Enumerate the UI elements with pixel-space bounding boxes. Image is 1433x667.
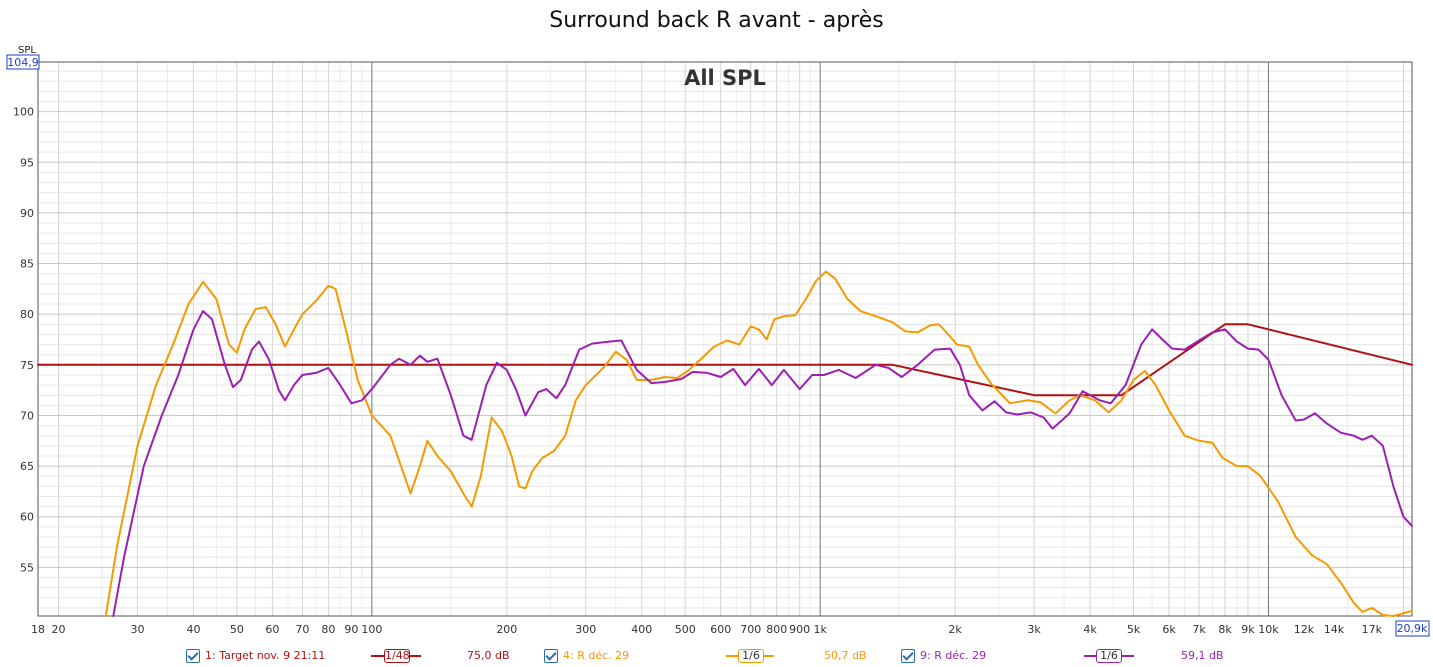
x-tick-label: 8k (1218, 623, 1232, 636)
x-tick-label: 40 (186, 623, 200, 636)
x-tick-label: 300 (575, 623, 596, 636)
x-tick-label: 9k (1241, 623, 1255, 636)
series-4-checkbox[interactable] (544, 649, 558, 663)
y-axis-label: SPL (18, 45, 36, 56)
x-tick-label: 900 (789, 623, 810, 636)
series-lines (37, 270, 1413, 617)
smoothing-label: 1/6 (1100, 649, 1118, 662)
x-tick-label: 200 (496, 623, 517, 636)
legend-label: 4: R déc. 29 (563, 649, 630, 662)
chart-title: Surround back R avant - après (549, 8, 884, 33)
x-tick-label: 5k (1127, 623, 1141, 636)
x-tick-label: 20 (52, 623, 66, 636)
x-tick-label: 14k (1324, 623, 1345, 636)
series-1-smoothing-button[interactable]: 1/48 (384, 649, 410, 663)
x-tick-label: 3k (1027, 623, 1041, 636)
y-tick-label: 80 (20, 308, 34, 321)
x-right-readout[interactable]: 20,9k (1395, 620, 1430, 637)
series-9-checkbox[interactable] (901, 649, 915, 663)
x-tick-label: 17k (1362, 623, 1383, 636)
y-tick-label: 65 (20, 460, 34, 473)
y-tick-label: 90 (20, 207, 34, 220)
smoothing-label: 1/48 (385, 649, 410, 662)
x-tick-label: 2k (948, 623, 962, 636)
x-tick-label: 7k (1192, 623, 1206, 636)
series-line-2 (104, 270, 1413, 617)
y-tick-label: 100 (13, 106, 34, 119)
plot-frame (37, 61, 1413, 617)
x-tick-label: 70 (295, 623, 309, 636)
y-tick-label: 55 (20, 561, 34, 574)
x-tick-label: 600 (710, 623, 731, 636)
y-tick-label: 75 (20, 359, 34, 372)
y-tick-label: 85 (20, 258, 34, 271)
smoothing-label: 1/6 (742, 649, 760, 662)
series-4-level: 50,7 dB (824, 649, 867, 662)
x-tick-label: 500 (675, 623, 696, 636)
y-tick-label: 60 (20, 511, 34, 524)
series-4-smoothing-button[interactable]: 1/6 (738, 649, 764, 663)
series-9-smoothing-button[interactable]: 1/6 (1096, 649, 1122, 663)
y-tick-label: 95 (20, 156, 34, 169)
legend-label: 1: Target nov. 9 21:11 (205, 649, 326, 662)
chart-subtitle: All SPL (684, 66, 766, 90)
x-tick-label: 90 (344, 623, 358, 636)
legend-label: 9: R déc. 29 (920, 649, 987, 662)
x-tick-label: 100 (361, 623, 382, 636)
svg-text:20,9k: 20,9k (1397, 622, 1428, 635)
major-grid (38, 62, 1412, 616)
x-tick-label: 800 (766, 623, 787, 636)
x-tick-label: 30 (130, 623, 144, 636)
x-tick-label: 80 (321, 623, 335, 636)
x-tick-labels: 18 20 30 40 50 60 70 80 90 100 200 300 400 500 600 700 8… (31, 623, 1383, 636)
x-tick-label: 18 (31, 623, 45, 636)
series-line-3 (112, 310, 1413, 617)
x-tick-label: 12k (1294, 623, 1315, 636)
x-tick-label: 700 (740, 623, 761, 636)
x-tick-label: 50 (230, 623, 244, 636)
x-tick-label: 1k (813, 623, 827, 636)
svg-text:104,9: 104,9 (7, 56, 39, 69)
x-tick-label: 400 (631, 623, 652, 636)
series-1-checkbox[interactable] (186, 649, 200, 663)
y-tick-labels: 55 60 65 70 75 80 85 90 95 100 (13, 106, 34, 575)
series-9-level: 59,1 dB (1181, 649, 1224, 662)
series-1-level: 75,0 dB (467, 649, 510, 662)
y-top-readout[interactable]: 104,9 (6, 54, 40, 70)
minor-grid (38, 62, 1412, 616)
series-line-1 (37, 323, 1413, 397)
y-tick-label: 70 (20, 409, 34, 422)
x-tick-label: 4k (1083, 623, 1097, 636)
x-tick-label: 10k (1258, 623, 1279, 636)
x-tick-label: 6k (1162, 623, 1176, 636)
x-tick-label: 60 (265, 623, 279, 636)
chart-plot[interactable]: 18 20 30 40 50 60 70 80 90 100 200 300 400 500 600 700 8… (0, 0, 1433, 640)
